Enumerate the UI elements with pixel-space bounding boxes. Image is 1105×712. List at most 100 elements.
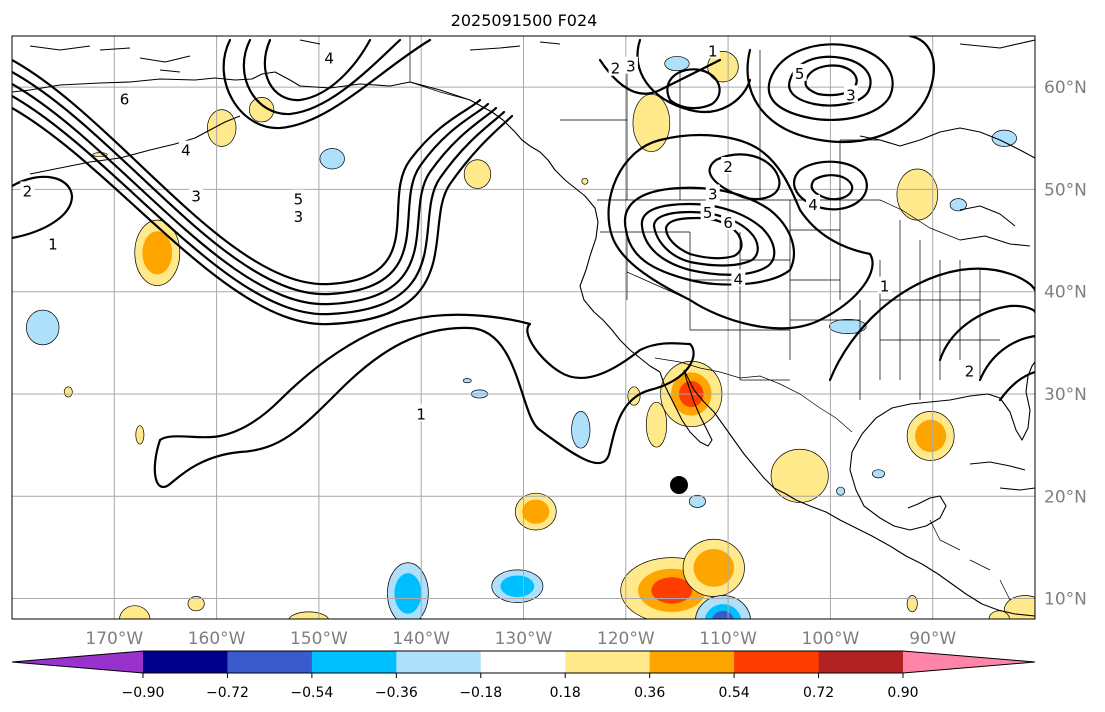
anomaly-shading — [207, 109, 237, 147]
longitude-label: 130°W — [495, 629, 553, 649]
contour-label-background — [705, 184, 720, 202]
contour-gulf-2 — [938, 304, 1035, 362]
contour-alaska-ridge-2 — [242, 38, 402, 116]
canadian-province-borders — [560, 50, 880, 200]
contour-label: 2 — [23, 182, 33, 200]
latitude-tick-labels: 60°N 50°N 40°N 30°N 20°N 10°N — [1044, 78, 1087, 609]
anomaly-shading — [949, 198, 967, 212]
contour-label: 1 — [880, 278, 890, 296]
contour-north-loop-1 — [598, 58, 722, 95]
contour-label: 4 — [734, 270, 744, 288]
mexico-pacific-coast — [683, 369, 1035, 617]
contour-label: 3 — [846, 86, 856, 104]
anomaly-shading — [135, 425, 145, 445]
longitude-label: 120°W — [597, 629, 655, 649]
contour-label-background — [962, 361, 977, 379]
contour-label: 3 — [191, 188, 201, 206]
contour-trough-2 — [623, 186, 795, 286]
contour-pacific-1 — [153, 313, 695, 488]
anomaly-shading — [63, 386, 73, 398]
contour-label: 4 — [808, 196, 818, 214]
anomaly-shading — [248, 97, 275, 123]
contour-label: 2 — [723, 158, 733, 176]
contour-east-low-2 — [810, 174, 854, 201]
contour-label: 1 — [48, 236, 58, 254]
colorbar-extend-max — [903, 651, 1035, 673]
anomaly-shading — [693, 548, 735, 587]
contour-label: 2 — [611, 60, 621, 78]
contour-label: 6 — [723, 214, 733, 232]
longitude-label: 100°W — [802, 629, 860, 649]
latitude-label: 60°N — [1044, 78, 1087, 98]
anomaly-shading — [688, 494, 706, 508]
anomaly-shading — [288, 611, 330, 619]
contour-trough-outer — [607, 133, 874, 330]
latitude-label: 30°N — [1044, 385, 1087, 405]
contour-label-background — [291, 207, 306, 225]
anomaly-shading — [25, 309, 60, 346]
latitude-label: 50°N — [1044, 180, 1087, 200]
contour-gulf-3 — [978, 334, 1035, 382]
colorbar-tick-label: 0.72 — [803, 685, 834, 701]
longitude-tick-labels: 170°W 160°W 150°W 140°W 130°W 120°W 110°W 100°W… — [85, 629, 956, 649]
political-borders — [409, 36, 1011, 601]
colorbar-segment — [818, 651, 904, 673]
contour-label-background — [721, 156, 736, 174]
anomaly-shading — [187, 596, 205, 612]
longitude-label: 170°W — [85, 629, 143, 649]
colorbar-segments — [12, 651, 1035, 673]
colorbar-tick-label: 0.18 — [550, 685, 581, 701]
contour-label-background — [700, 202, 715, 220]
contour-label: 5 — [294, 191, 304, 209]
contour-label-background — [189, 186, 204, 204]
contour-jet-1 — [12, 58, 482, 286]
chart-title: 2025091500 F024 — [451, 11, 598, 30]
longitude-label: 140°W — [392, 629, 450, 649]
colorbar-tick-label: 0.36 — [634, 685, 665, 701]
anomaly-shading — [991, 129, 1017, 147]
contour-jet-2 — [12, 70, 490, 296]
contour-label: 3 — [626, 58, 636, 76]
central-america-borders — [929, 519, 1011, 601]
contour-trough-5 — [664, 216, 743, 260]
contour-label: 6 — [120, 90, 130, 108]
contour-label: 1 — [708, 42, 718, 60]
contour-label: 4 — [181, 142, 191, 160]
contour-hudson-high-2 — [788, 55, 872, 107]
colorbar-tick-label: −0.18 — [459, 685, 502, 701]
anomaly-shading — [896, 168, 939, 221]
contour-jet-4 — [12, 94, 506, 316]
contour-alaska-ridge-3 — [263, 38, 372, 102]
contour-label-background — [608, 58, 623, 76]
anomaly-shading — [770, 448, 829, 503]
longitude-label: 160°W — [188, 629, 246, 649]
contour-north-loop-3 — [666, 68, 721, 110]
contour-label-background — [623, 56, 638, 74]
contour-mid-loop — [708, 153, 781, 201]
anomaly-shading — [500, 575, 535, 598]
anomaly-shading — [829, 318, 867, 334]
contour-label-background — [877, 276, 892, 294]
contour-lines — [12, 36, 1035, 488]
colorbar-segment — [311, 651, 397, 673]
contour-label-background — [806, 194, 821, 212]
colorbar: −0.90 −0.72 −0.54 −0.36 −0.18 0.18 0.36 0.54 0.7… — [11, 650, 1036, 701]
us-mexico-border — [654, 357, 853, 433]
colorbar-segment — [396, 651, 482, 673]
colorbar-segment — [649, 651, 735, 673]
baja-california-coast — [659, 369, 713, 447]
northern-coast-fragments — [29, 39, 1035, 73]
anomaly-shading — [664, 56, 690, 72]
contour-label: 4 — [324, 50, 334, 68]
anomaly-shading — [915, 419, 947, 453]
contour-jet-5 — [12, 106, 514, 326]
colorbar-tick-label: −0.54 — [290, 685, 333, 701]
contour-gulf-1 — [828, 267, 1035, 382]
contour-label-background — [843, 85, 858, 103]
colorbar-segment — [565, 651, 651, 673]
anomaly-shading — [871, 469, 885, 479]
longitude-label: 90°W — [909, 629, 956, 649]
colorbar-tick-labels: −0.90 −0.72 −0.54 −0.36 −0.18 0.18 0.36 0.54 0.7… — [122, 673, 919, 701]
